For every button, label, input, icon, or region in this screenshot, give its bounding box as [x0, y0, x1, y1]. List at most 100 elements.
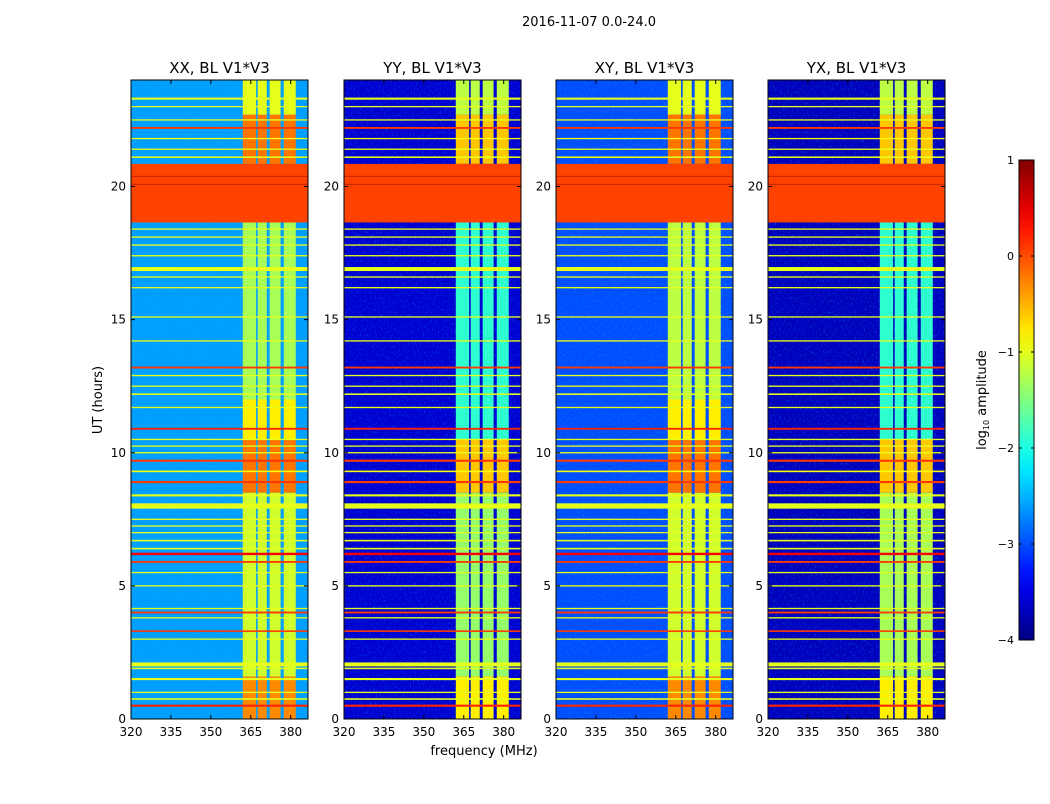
rfi-line	[131, 525, 308, 527]
channel-cell	[894, 492, 904, 677]
rfi-line	[344, 662, 521, 667]
channel-cell	[257, 80, 267, 115]
rfi-line	[556, 638, 733, 640]
rfi-line	[556, 560, 733, 563]
channel-cell	[708, 80, 721, 115]
rfi-line	[556, 630, 733, 632]
panel-0: XX, BL V1*V3 320 335 350 365 380 0 5 10 15 20	[111, 59, 309, 739]
rfi-line	[556, 438, 733, 441]
rfi-line	[768, 617, 945, 619]
x-tick-label: 350	[412, 725, 435, 739]
rfi-line	[344, 571, 521, 574]
rfi-line	[131, 374, 308, 377]
rfi-line	[768, 119, 945, 121]
channel-cell	[283, 439, 296, 493]
channel-cell	[894, 222, 904, 440]
panel-title: XX, BL V1*V3	[169, 59, 270, 77]
channel-cell	[257, 222, 267, 400]
x-tick-label: 350	[624, 725, 647, 739]
rfi-line	[768, 374, 945, 377]
rfi-line	[768, 366, 945, 369]
rfi-line	[556, 406, 733, 409]
rfi-line	[556, 480, 733, 484]
channel-cell	[694, 80, 706, 115]
rfi-line	[344, 617, 521, 619]
rfi-line	[556, 228, 733, 230]
rfi-line	[556, 393, 733, 395]
rfi-line	[768, 638, 945, 640]
panel-3: YX, BL V1*V3 320 335 350 365 380 0 5 10 15 20	[748, 59, 946, 739]
rfi-line	[556, 105, 733, 108]
channel-cell	[283, 222, 296, 400]
rfi-line	[344, 459, 521, 462]
rfi-line	[556, 531, 733, 534]
channel-cell	[682, 399, 692, 440]
rfi-line	[556, 183, 733, 185]
rfi-line	[131, 427, 308, 430]
rfi-line	[344, 236, 521, 238]
rfi-line	[344, 494, 521, 497]
channel-cell	[242, 676, 257, 719]
rfi-line	[556, 698, 733, 700]
rfi-line	[131, 267, 308, 272]
rfi-line	[131, 539, 308, 542]
rfi-line	[131, 698, 308, 700]
colorbar-tick-label: −2	[998, 442, 1014, 455]
rfi-line	[556, 119, 733, 121]
channel-cell	[667, 492, 682, 677]
channel-cell	[283, 399, 296, 440]
rfi-line	[344, 531, 521, 534]
channel-cell	[682, 80, 692, 115]
rfi-line	[556, 148, 733, 150]
rfi-line	[768, 267, 945, 272]
rfi-line	[344, 393, 521, 395]
rfi-line	[768, 126, 945, 129]
y-tick-label: 20	[111, 180, 126, 194]
rfi-line	[344, 427, 521, 430]
channel-cell	[879, 492, 894, 677]
y-tick-label: 15	[111, 313, 126, 327]
x-tick-label: 350	[836, 725, 859, 739]
channel-cell	[708, 439, 721, 493]
rfi-line	[344, 137, 521, 140]
channel-cell	[920, 80, 933, 115]
rfi-line	[556, 340, 733, 342]
channel-cell	[920, 439, 933, 493]
rfi-line	[131, 148, 308, 150]
rfi-line	[131, 97, 308, 100]
rfi-line	[768, 691, 945, 694]
channel-cell	[496, 439, 509, 493]
channel-cell	[269, 80, 281, 115]
rfi-line	[768, 287, 945, 289]
channel-cell	[879, 439, 894, 493]
channel-cell	[455, 80, 470, 115]
rfi-line	[344, 244, 521, 246]
rfi-line	[344, 276, 521, 278]
rfi-line	[344, 525, 521, 527]
rfi-line	[768, 560, 945, 563]
rfi-line	[556, 547, 733, 550]
rfi-line	[344, 585, 521, 587]
rfi-line	[768, 316, 945, 318]
channel-cell	[257, 399, 267, 440]
channel-cell	[906, 676, 918, 719]
rfi-line	[344, 445, 521, 447]
channel-cell	[667, 676, 682, 719]
channel-cell	[470, 676, 480, 719]
channel-cell	[694, 439, 706, 493]
channel-cell	[242, 492, 257, 677]
channel-cell	[894, 80, 904, 115]
channel-cell	[694, 222, 706, 400]
colorbar-tick-label: −1	[998, 346, 1014, 359]
rfi-line	[556, 175, 733, 177]
rfi-line	[556, 445, 733, 447]
channel-cell	[470, 222, 480, 440]
axes-frame	[343, 79, 522, 720]
colorbar-tick-label: 0	[1007, 250, 1014, 263]
rfi-line	[131, 385, 308, 387]
rfi-line	[344, 480, 521, 484]
rfi-line	[556, 611, 733, 614]
channel-cell	[496, 676, 509, 719]
panel-title: YX, BL V1*V3	[806, 59, 907, 77]
x-tick-label: 380	[492, 725, 515, 739]
